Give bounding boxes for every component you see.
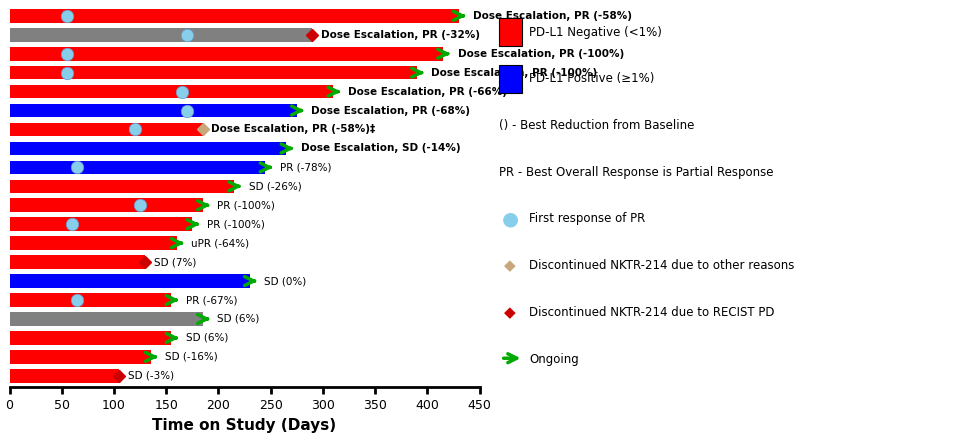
Bar bbox=[10, 28, 313, 41]
Text: PR (-67%): PR (-67%) bbox=[186, 295, 238, 305]
Bar bbox=[10, 198, 202, 212]
Text: () - Best Reduction from Baseline: () - Best Reduction from Baseline bbox=[499, 119, 694, 132]
Text: PR - Best Overall Response is Partial Response: PR - Best Overall Response is Partial Re… bbox=[499, 166, 773, 179]
Bar bbox=[10, 236, 176, 250]
Bar bbox=[10, 161, 266, 174]
Text: SD (7%): SD (7%) bbox=[153, 257, 196, 267]
Text: PR (-100%): PR (-100%) bbox=[218, 200, 275, 210]
Text: Discontinued NKTR-214 due to RECIST PD: Discontinued NKTR-214 due to RECIST PD bbox=[529, 306, 775, 319]
Text: Dose Escalation, PR (-58%)‡: Dose Escalation, PR (-58%)‡ bbox=[211, 125, 375, 134]
Text: Dose Escalation, PR (-100%): Dose Escalation, PR (-100%) bbox=[457, 49, 623, 59]
Text: Dose Escalation, SD (-14%): Dose Escalation, SD (-14%) bbox=[301, 143, 460, 154]
Text: ◆: ◆ bbox=[504, 305, 516, 320]
Text: uPR (-64%): uPR (-64%) bbox=[191, 238, 249, 248]
Text: Ongoing: Ongoing bbox=[529, 352, 579, 366]
Text: SD (6%): SD (6%) bbox=[186, 333, 228, 343]
Text: SD (-26%): SD (-26%) bbox=[248, 181, 301, 191]
Bar bbox=[10, 274, 249, 288]
Text: PR (-100%): PR (-100%) bbox=[207, 219, 265, 229]
Text: First response of PR: First response of PR bbox=[529, 212, 645, 226]
Bar bbox=[10, 142, 287, 155]
Bar bbox=[10, 179, 234, 193]
Bar bbox=[10, 104, 296, 117]
Bar bbox=[10, 312, 202, 326]
Bar bbox=[10, 350, 151, 364]
Text: Discontinued NKTR-214 due to other reasons: Discontinued NKTR-214 due to other reaso… bbox=[529, 259, 795, 272]
X-axis label: Time on Study (Days): Time on Study (Days) bbox=[152, 417, 337, 433]
Bar bbox=[10, 9, 458, 23]
Bar bbox=[10, 66, 417, 80]
Bar bbox=[10, 85, 334, 98]
Text: SD (-16%): SD (-16%) bbox=[165, 352, 218, 362]
Bar bbox=[10, 218, 193, 231]
Text: PD-L1 Positive (≥1%): PD-L1 Positive (≥1%) bbox=[529, 72, 655, 85]
Bar bbox=[10, 123, 202, 136]
Bar bbox=[10, 331, 172, 345]
Bar bbox=[10, 255, 146, 269]
Text: ●: ● bbox=[502, 210, 519, 228]
Text: PR (-78%): PR (-78%) bbox=[280, 162, 332, 172]
Text: Dose Escalation, PR (-32%): Dose Escalation, PR (-32%) bbox=[320, 30, 480, 40]
Bar bbox=[10, 369, 119, 383]
Text: Dose Escalation, PR (-100%): Dose Escalation, PR (-100%) bbox=[432, 68, 597, 78]
Text: SD (-3%): SD (-3%) bbox=[128, 371, 174, 381]
Bar bbox=[10, 293, 172, 307]
Text: ◆: ◆ bbox=[504, 258, 516, 273]
Text: SD (0%): SD (0%) bbox=[265, 276, 307, 286]
Text: Dose Escalation, PR (-66%): Dose Escalation, PR (-66%) bbox=[348, 87, 507, 97]
Text: PD-L1 Negative (<1%): PD-L1 Negative (<1%) bbox=[529, 25, 663, 39]
Text: Dose Escalation, PR (-68%): Dose Escalation, PR (-68%) bbox=[312, 105, 470, 116]
Bar bbox=[10, 47, 443, 61]
Text: SD (6%): SD (6%) bbox=[218, 314, 260, 324]
Text: Dose Escalation, PR (-58%): Dose Escalation, PR (-58%) bbox=[473, 11, 632, 21]
